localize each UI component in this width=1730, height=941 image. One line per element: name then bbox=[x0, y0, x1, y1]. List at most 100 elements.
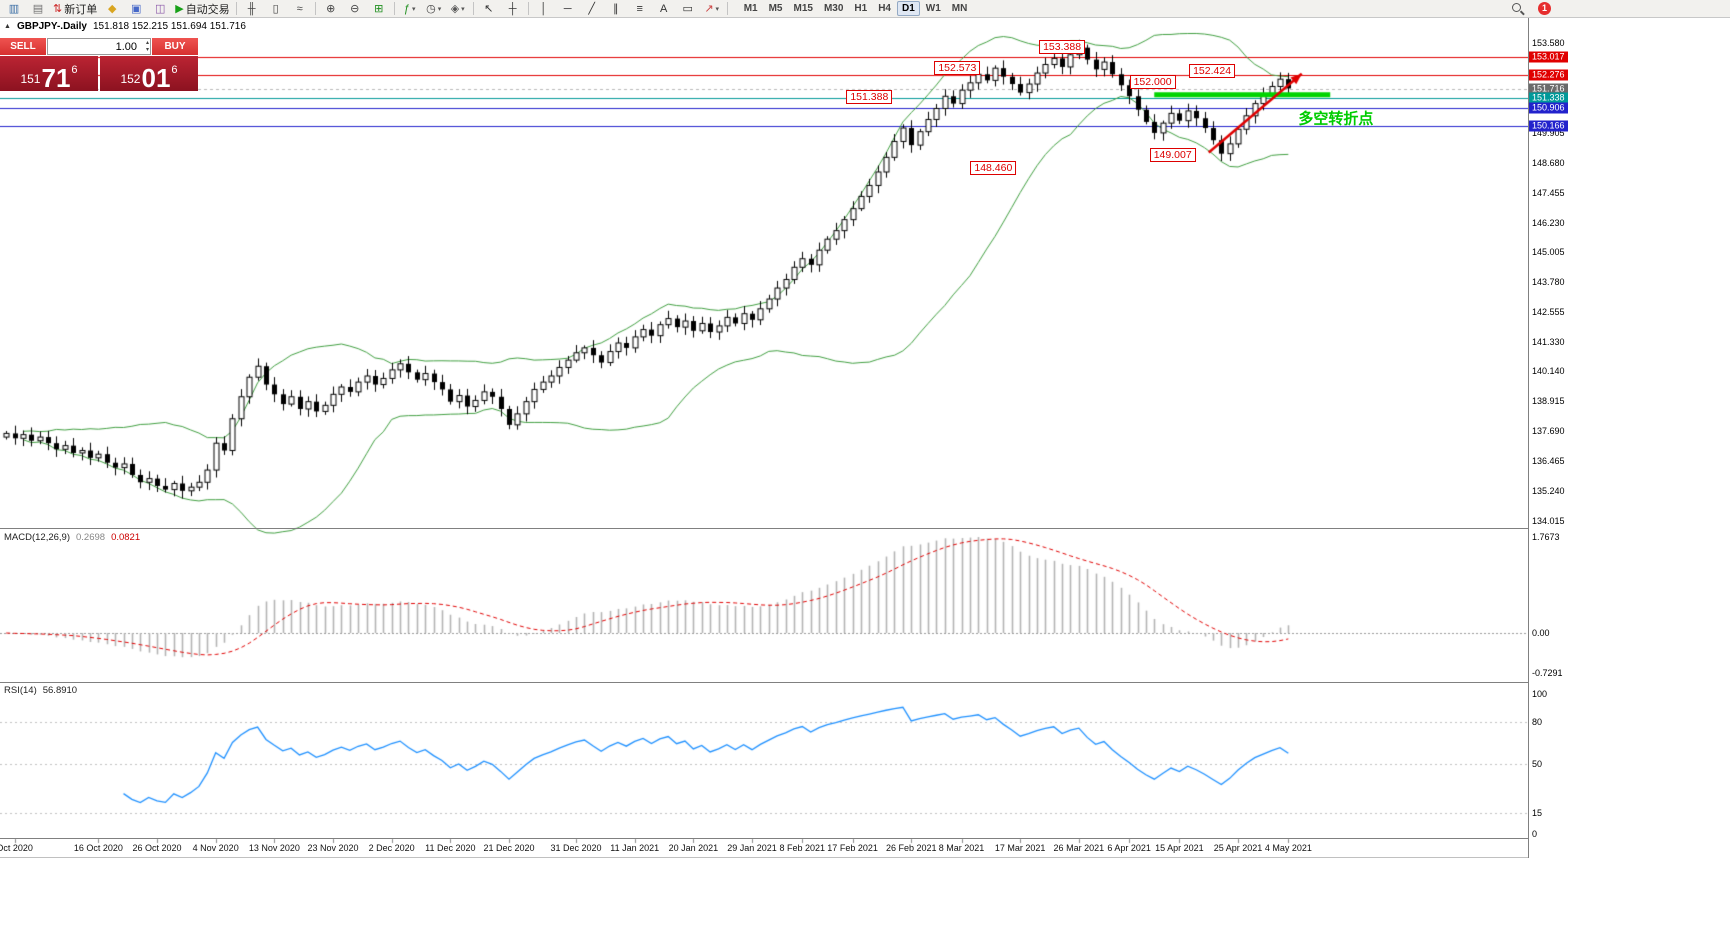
line-chart-icon[interactable]: ≈ bbox=[288, 1, 312, 17]
timeframe-mn[interactable]: MN bbox=[951, 3, 968, 14]
price-scale-label: 140.140 bbox=[1532, 366, 1565, 377]
buy-price-button[interactable]: 152 01 6 bbox=[100, 56, 198, 91]
market-watch-icon-glyph-icon: ◆ bbox=[107, 2, 117, 15]
timeframe-m15[interactable]: M15 bbox=[793, 3, 813, 14]
panel-separator bbox=[0, 838, 1730, 839]
candlestick-chart-icon[interactable]: ▯ bbox=[264, 1, 288, 17]
arrows-icon-glyph-icon: ↗ bbox=[704, 2, 714, 15]
price-scale-label: 135.240 bbox=[1532, 486, 1565, 497]
data-window-icon-glyph-icon: ▣ bbox=[131, 2, 142, 15]
price-scale-label: 146.230 bbox=[1532, 217, 1565, 228]
sell-price-button[interactable]: 151 71 6 bbox=[0, 56, 98, 91]
rsi-scale-label: 100 bbox=[1532, 689, 1548, 699]
rsi-scale-label: 15 bbox=[1532, 808, 1543, 818]
timeframe-w1[interactable]: W1 bbox=[925, 3, 941, 14]
volume-up-icon[interactable]: ▴ bbox=[145, 40, 149, 46]
sell-price-small: 151 bbox=[20, 72, 41, 86]
notification-badge[interactable]: 1 bbox=[1538, 2, 1551, 15]
timeframe-m5[interactable]: M5 bbox=[768, 3, 783, 14]
toolbar-separator bbox=[527, 2, 529, 15]
dropdown-caret-icon: ▾ bbox=[437, 5, 442, 13]
crosshair-icon[interactable]: ┼ bbox=[501, 1, 525, 17]
templates-icon-glyph-icon: ◈ bbox=[450, 2, 460, 15]
zoom-in-icon[interactable]: ⊕ bbox=[319, 1, 343, 17]
horizontal-line-icon[interactable]: ─ bbox=[556, 1, 580, 17]
date-label: 6 Apr 2021 bbox=[1107, 843, 1151, 853]
bar-chart-icon-glyph-icon: ╫ bbox=[247, 2, 256, 15]
date-label: 4 Nov 2020 bbox=[192, 843, 239, 853]
rsi-scale-label: 80 bbox=[1532, 717, 1543, 727]
auto-trading-button[interactable]: ▶ 自动交易 bbox=[172, 1, 232, 17]
timeframe-h4[interactable]: H4 bbox=[878, 3, 891, 14]
cursor-icon-glyph-icon: ↖ bbox=[484, 2, 494, 15]
price-chart-canvas[interactable] bbox=[0, 18, 1528, 858]
price-scale-label: 137.690 bbox=[1532, 426, 1565, 437]
bar-chart-icon[interactable]: ╫ bbox=[240, 1, 264, 17]
new-order-button[interactable]: ⇅ 新订单 bbox=[50, 1, 100, 17]
date-label: 25 Apr 2021 bbox=[1213, 843, 1263, 853]
toolbar: ▥ ▤ ⇅ 新订单 ◆ ▣ ◫ ▶ 自动交易 ╫ ▯ ≈ ⊕ ⊖ ⊞ ƒ ▾ ◷ ▾ ◈ ▾ ↖ ┼ │ ─ ╱ ∥ ≡ A ▭ ↗ ▾ M1… bbox=[0, 0, 1730, 18]
timeframe-m1[interactable]: M1 bbox=[743, 3, 758, 14]
timeframe-toolbar: M1 M5 M15 M30 H1 H4 D1 W1 MN bbox=[739, 1, 973, 16]
panel-separator[interactable] bbox=[0, 682, 1730, 683]
channel-icon[interactable]: ∥ bbox=[604, 1, 628, 17]
channel-icon-glyph-icon: ∥ bbox=[612, 2, 619, 15]
timeframe-m30[interactable]: M30 bbox=[823, 3, 844, 14]
line-chart-icon-glyph-icon: ≈ bbox=[296, 2, 303, 15]
volume-input[interactable]: 1.00 ▴ ▾ bbox=[47, 38, 151, 55]
rsi-indicator-label: RSI(14) 56.8910 bbox=[4, 685, 77, 696]
buy-price-sup: 6 bbox=[171, 64, 178, 76]
search-icon[interactable] bbox=[1512, 3, 1525, 16]
date-label: 15 Apr 2021 bbox=[1155, 843, 1204, 853]
profiles-icon[interactable]: ▤ bbox=[26, 1, 50, 17]
toolbar-items: ▥ ▤ ⇅ 新订单 ◆ ▣ ◫ ▶ 自动交易 ╫ ▯ ≈ ⊕ ⊖ ⊞ ƒ ▾ ◷ ▾ ◈ ▾ ↖ ┼ │ ─ ╱ ∥ ≡ A ▭ ↗ ▾ bbox=[2, 0, 731, 18]
tile-windows-icon[interactable]: ⊞ bbox=[367, 1, 391, 17]
market-watch-icon[interactable]: ◆ bbox=[100, 1, 124, 17]
macd-signal-value: 0.0821 bbox=[111, 532, 141, 543]
chart-title: ▲ GBPJPY-.Daily 151.818 152.215 151.694 … bbox=[4, 21, 246, 32]
panel-separator[interactable] bbox=[0, 528, 1730, 529]
data-window-icon[interactable]: ▣ bbox=[124, 1, 148, 17]
buy-button[interactable]: BUY bbox=[152, 38, 198, 55]
price-scale-label: 145.005 bbox=[1532, 247, 1565, 258]
cursor-icon[interactable]: ↖ bbox=[477, 1, 501, 17]
profiles-icon-glyph-icon: ▤ bbox=[32, 2, 44, 15]
rsi-scale-label: 50 bbox=[1532, 759, 1543, 769]
text-icon-glyph-icon: A bbox=[660, 2, 668, 15]
one-click-header: SELL 1.00 ▴ ▾ BUY bbox=[0, 38, 198, 55]
sell-button[interactable]: SELL bbox=[0, 38, 46, 55]
new-chart-icon[interactable]: ▥ bbox=[2, 1, 26, 17]
terminal-icon[interactable]: ◫ bbox=[148, 1, 172, 17]
trendline-icon[interactable]: ╱ bbox=[580, 1, 604, 17]
timeframe-d1[interactable]: D1 bbox=[897, 1, 920, 16]
toolbar-separator bbox=[726, 2, 728, 15]
macd-name: MACD(12,26,9) bbox=[4, 532, 70, 543]
text-label-icon[interactable]: ▭ bbox=[676, 1, 700, 17]
horizontal-line-icon-glyph-icon: ─ bbox=[563, 2, 572, 15]
periods-icon-glyph-icon: ◷ bbox=[426, 2, 436, 15]
one-click-collapse-icon[interactable]: ▲ bbox=[4, 23, 11, 30]
arrows-icon[interactable]: ↗ ▾ bbox=[700, 1, 724, 17]
date-axis[interactable]: Oct 2020 16 Oct 2020 26 Oct 2020 4 Nov 2020… bbox=[0, 838, 1528, 858]
indicators-icon-glyph-icon: ƒ bbox=[403, 2, 410, 15]
candlestick-chart-icon-glyph-icon: ▯ bbox=[272, 2, 279, 15]
dropdown-caret-icon: ▾ bbox=[715, 5, 720, 13]
magnifier-tail bbox=[1520, 10, 1525, 16]
timeframe-h1[interactable]: H1 bbox=[854, 3, 868, 14]
rsi-value: 56.8910 bbox=[42, 685, 78, 696]
price-tag: 150.166 bbox=[1529, 120, 1568, 132]
axis-bottom-border bbox=[0, 857, 1730, 858]
text-icon[interactable]: A bbox=[652, 1, 676, 17]
zoom-out-icon[interactable]: ⊖ bbox=[343, 1, 367, 17]
sell-price-big: 71 bbox=[41, 62, 71, 93]
indicators-icon[interactable]: ƒ ▾ bbox=[398, 1, 422, 17]
fibonacci-icon[interactable]: ≡ bbox=[628, 1, 652, 17]
price-tag: 151.716 bbox=[1529, 83, 1568, 95]
price-scale[interactable]: 153.580 149.905 148.680 147.455 146.230 145.0… bbox=[1529, 18, 1730, 858]
macd-main-value: 0.2698 bbox=[76, 532, 106, 543]
vertical-line-icon[interactable]: │ bbox=[532, 1, 556, 17]
templates-icon[interactable]: ◈ ▾ bbox=[446, 1, 470, 17]
volume-down-icon[interactable]: ▾ bbox=[145, 47, 149, 53]
date-label: 8 Feb 2021 bbox=[779, 843, 826, 853]
periods-icon[interactable]: ◷ ▾ bbox=[422, 1, 446, 17]
